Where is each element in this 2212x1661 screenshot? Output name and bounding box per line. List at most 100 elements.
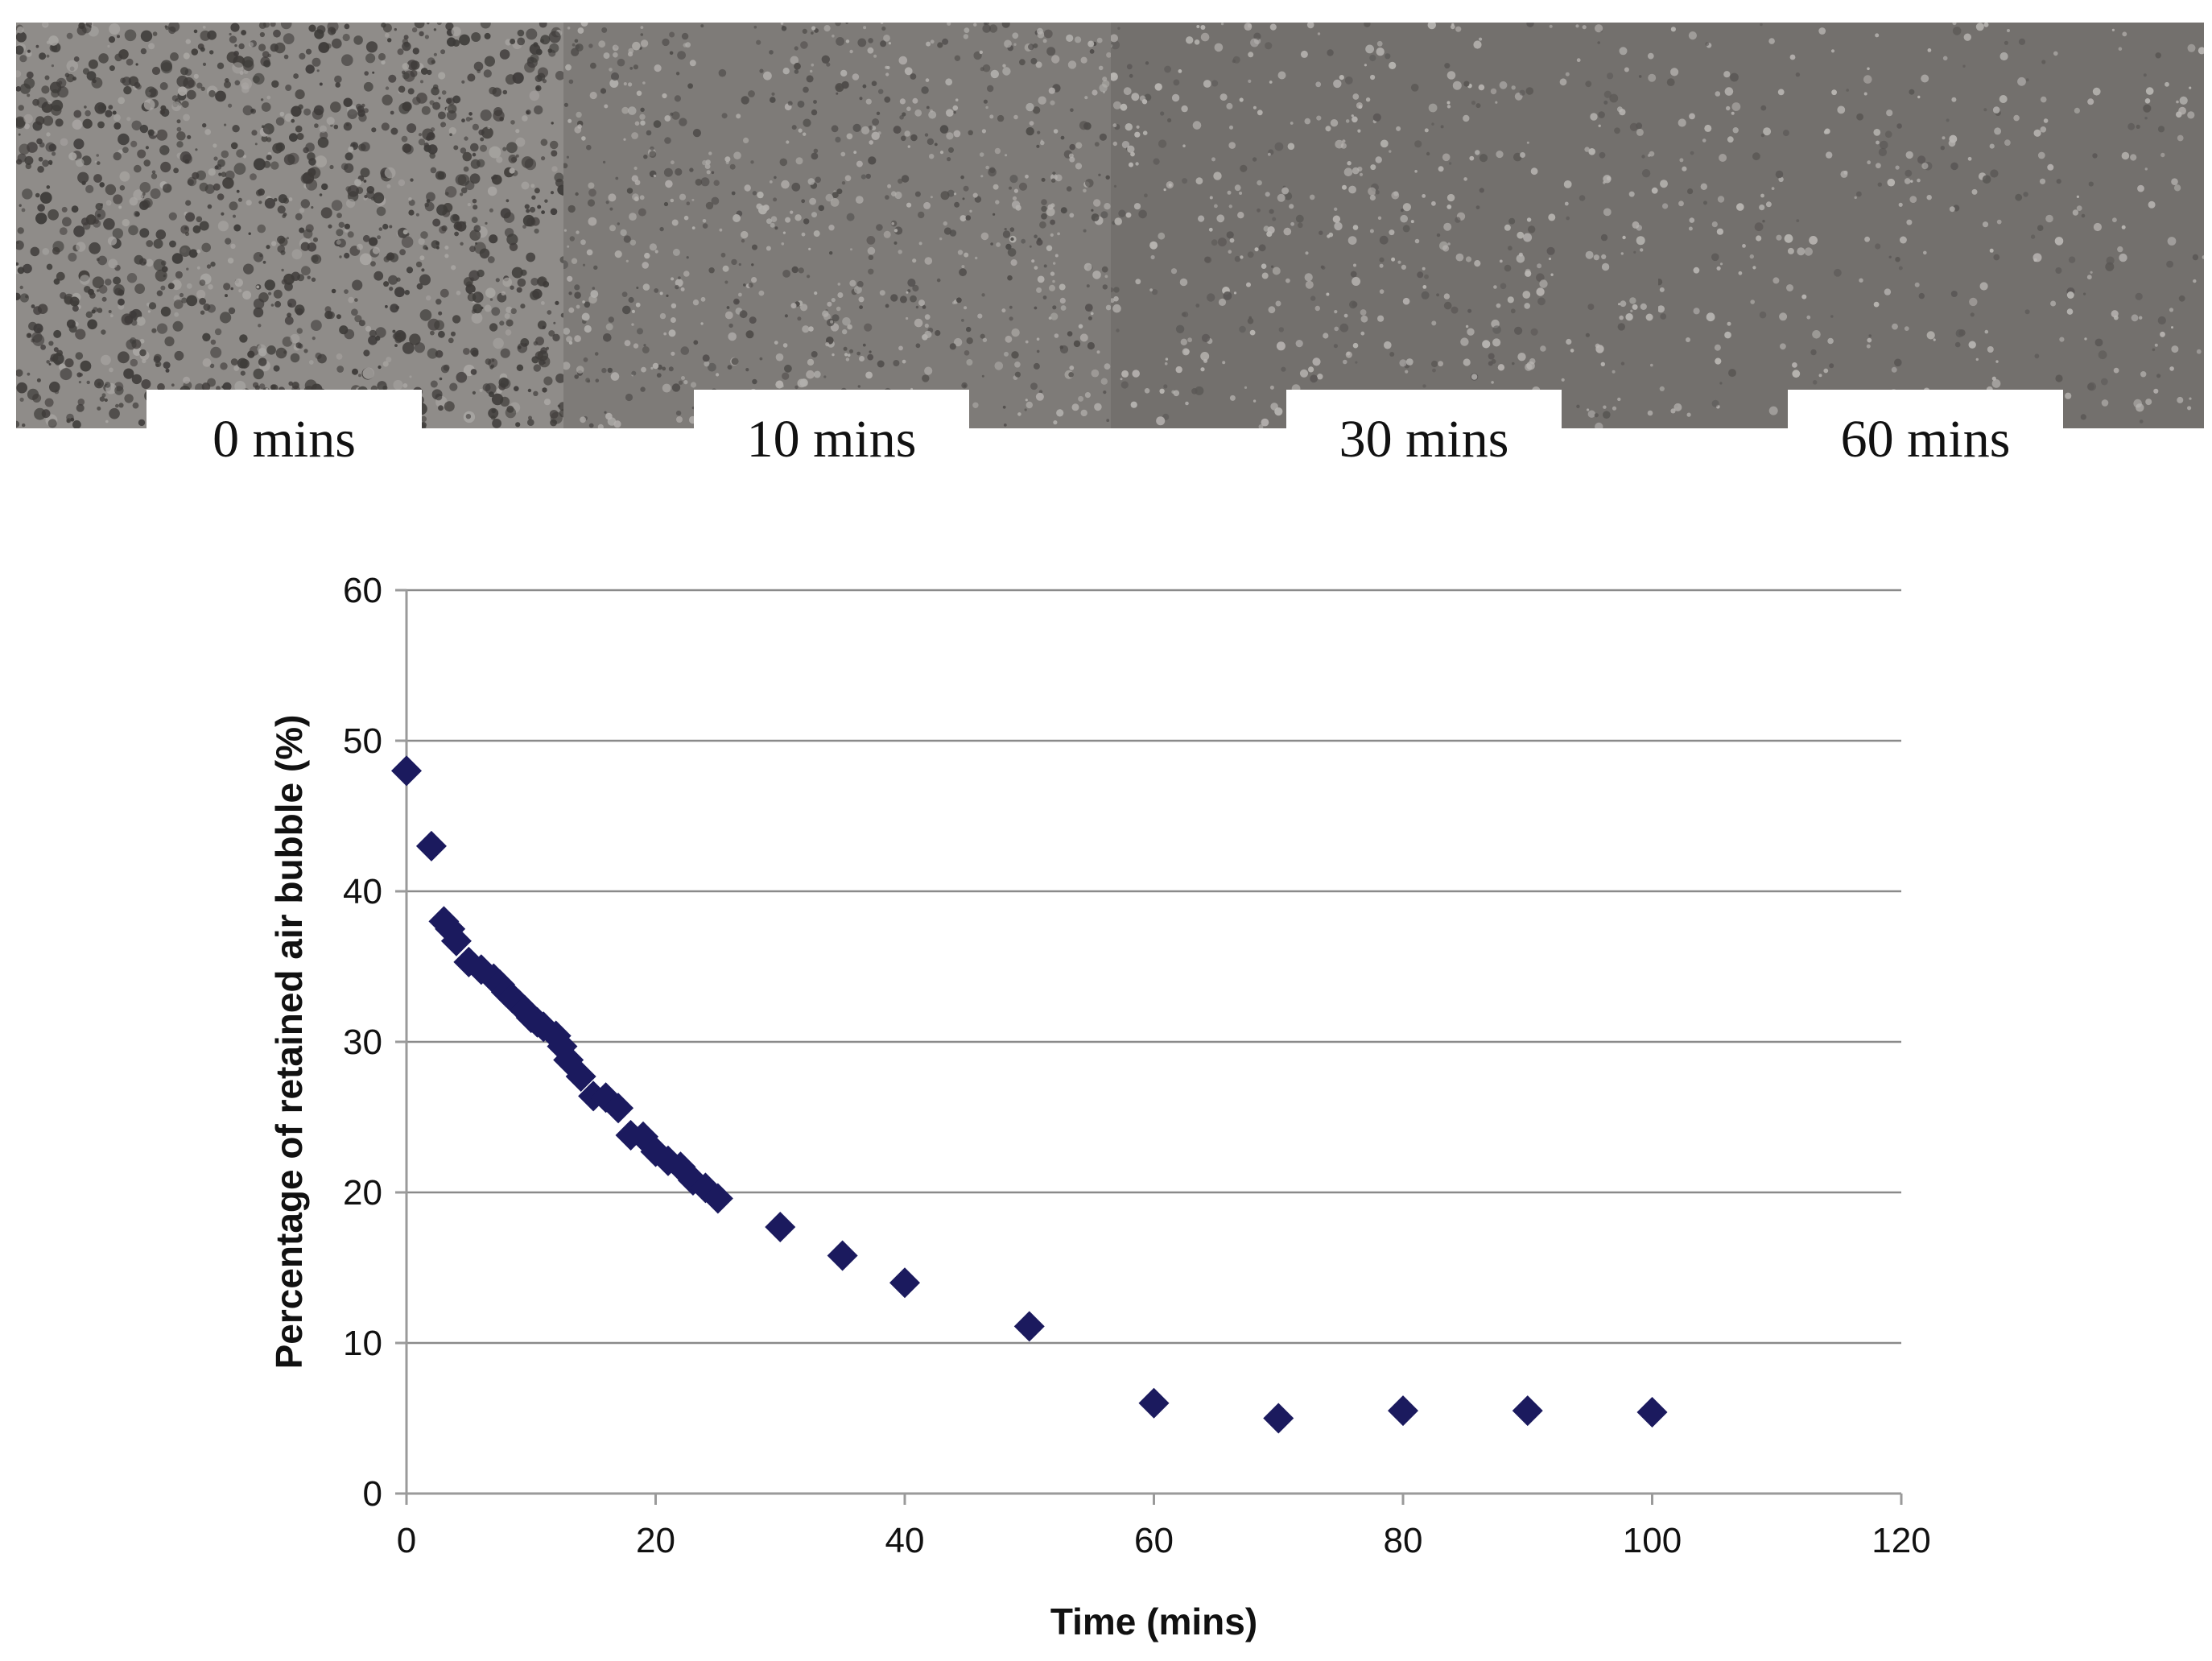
bubble-blob [1290,221,1294,226]
bubble-blob [650,146,654,151]
bubble-blob [844,175,852,182]
bubble-blob [493,337,504,349]
bubble-blob [1142,130,1148,135]
bubble-blob [48,362,52,366]
bubble-blob [1830,49,1835,53]
bubble-blob [966,337,973,345]
bubble-blob [423,245,428,250]
bubble-blob [113,194,123,205]
bubble-blob [126,273,138,283]
bubble-blob [522,115,528,122]
bubble-blob [1078,324,1083,329]
bubble-blob [1276,341,1286,351]
bubble-blob [563,229,567,232]
bubble-blob [148,43,155,50]
bubble-blob [1508,217,1516,225]
bubble-blob [233,366,240,371]
bubble-blob [794,62,801,70]
bubble-blob [176,119,181,124]
bubble-blob [836,188,843,195]
bubble-blob [1002,67,1011,76]
bubble-blob [785,217,791,223]
bubble-blob [1113,184,1117,188]
bubble-blob [372,246,380,254]
bubble-blob [807,358,815,366]
bubble-blob [1112,123,1117,128]
bubble-blob [665,180,673,188]
data-point [1013,1311,1045,1342]
bubble-blob [972,402,979,408]
bubble-blob [18,133,21,136]
bubble-blob [784,364,792,373]
bubble-blob [1070,108,1074,112]
bubble-blob [246,200,252,206]
bubble-blob [299,227,305,233]
bubble-blob [241,30,246,35]
bubble-blob [1057,232,1060,236]
bubble-blob [1603,90,1612,98]
bubble-blob [506,142,518,154]
bubble-blob [568,79,574,85]
bubble-blob [1493,285,1497,289]
bubble-blob [336,366,345,373]
bubble-blob [2045,214,2053,223]
bubble-blob [1010,259,1017,267]
bubble-blob [210,261,216,267]
bubble-blob [173,300,184,309]
bubble-blob [801,232,806,237]
bubble-blob [1618,303,1620,306]
bubble-blob [899,295,907,304]
bubble-blob [282,214,287,218]
y-tick-label-20: 20 [343,1173,382,1213]
bubble-blob [98,53,109,64]
bubble-blob [273,197,278,202]
bubble-blob [1782,130,1789,137]
bubble-blob [642,81,646,85]
bubble-blob [76,372,82,378]
bubble-blob [477,69,481,73]
bubble-blob [240,370,246,376]
bubble-blob [563,163,568,169]
bubble-blob [1011,200,1021,209]
bubble-blob [195,148,198,151]
bubble-blob [150,188,161,199]
bubble-blob [1650,363,1653,367]
bubble-blob [64,358,74,368]
bubble-blob [49,381,60,393]
bubble-blob [1046,207,1055,217]
bubble-blob [1237,212,1244,219]
bubble-blob [394,287,405,298]
bubble-blob [1898,202,1903,207]
bubble-blob [1863,92,1867,96]
bubble-blob [571,258,578,264]
bubble-blob [404,290,410,295]
bubble-blob [1029,121,1034,126]
bubble-blob [1330,119,1339,127]
bubble-blob [27,372,31,376]
bubble-blob [273,365,280,372]
bubble-blob [791,266,799,274]
bubble-blob [1227,190,1232,195]
bubble-blob [1787,247,1794,254]
bubble-blob [1036,349,1040,353]
bubble-blob [444,401,455,412]
bubble-blob [1352,301,1358,308]
bubble-blob [869,140,873,145]
bubble-blob [957,250,964,255]
bubble-blob [434,320,444,331]
bubble-blob [1473,40,1482,49]
bubble-blob [1183,349,1190,355]
bubble-blob [375,335,381,341]
bubble-blob [2169,308,2174,312]
bubble-blob [499,320,505,326]
bubble-blob [1854,196,1857,200]
bubble-blob [597,424,604,428]
bubble-blob [330,101,341,113]
bubble-blob [258,23,266,29]
bubble-blob [1379,263,1384,268]
bubble-blob [273,29,281,38]
bubble-blob [1601,262,1610,271]
bubble-blob [636,287,639,289]
bubble-blob [369,329,377,337]
bubble-blob [1179,278,1188,287]
